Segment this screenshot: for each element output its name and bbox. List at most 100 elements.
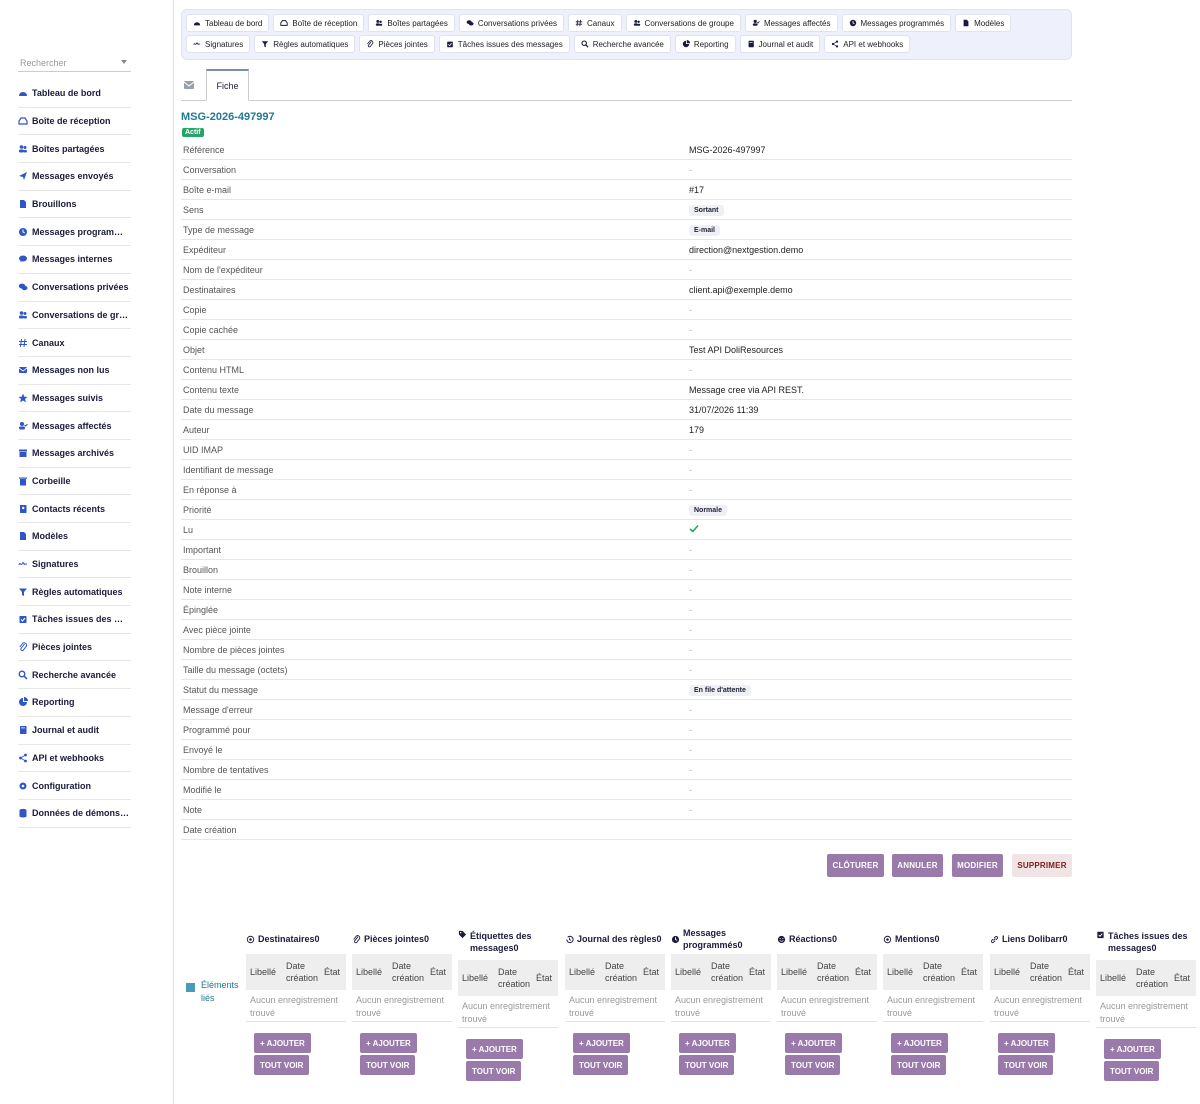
sidebar-item[interactable]: Messages non lus <box>18 357 131 385</box>
see-all-button[interactable]: TOUT VOIR <box>360 1055 416 1075</box>
linked-section-title-text: Destinataires0 <box>258 934 320 944</box>
top-nav-item-label: API et webhooks <box>843 39 904 49</box>
field-value-cell: - <box>689 365 1072 375</box>
tab-fiche[interactable]: Fiche <box>206 69 249 101</box>
field-label: Programmé pour <box>183 724 251 735</box>
sidebar-item[interactable]: Messages suivis <box>18 385 131 413</box>
add-button[interactable]: + AJOUTER <box>573 1033 630 1053</box>
sidebar-item[interactable]: Tâches issues des messages <box>18 606 131 634</box>
field-value-cell: MSG-2026-497997 <box>689 145 1072 155</box>
sidebar-item[interactable]: Règles automatiques <box>18 578 131 607</box>
see-all-button[interactable]: TOUT VOIR <box>891 1055 947 1075</box>
sidebar-item[interactable]: Recherche avancée <box>18 661 131 690</box>
add-button[interactable]: + AJOUTER <box>360 1033 417 1053</box>
field-value: - <box>689 304 692 315</box>
add-button[interactable]: + AJOUTER <box>785 1033 842 1053</box>
see-all-button[interactable]: TOUT VOIR <box>998 1055 1054 1075</box>
top-nav-item[interactable]: Reporting <box>674 35 736 53</box>
sidebar-search-input[interactable]: Rechercher <box>18 56 131 72</box>
delete-button[interactable]: SUPPRIMER <box>1012 854 1072 877</box>
tag-icon <box>458 930 467 939</box>
top-nav-item[interactable]: Tableau de bord <box>186 14 270 32</box>
linked-section: Liens Dolibarr0 Libellé Date création État A… <box>990 924 1090 1075</box>
sidebar-item[interactable]: Canaux <box>18 329 131 357</box>
sidebar-item[interactable]: Messages affectés <box>18 412 131 440</box>
field-row: Copie - <box>181 300 1072 320</box>
top-nav-item[interactable]: Recherche avancée <box>573 35 671 53</box>
add-button[interactable]: + AJOUTER <box>466 1039 523 1059</box>
sidebar-item[interactable]: Données de démonstration <box>18 800 131 828</box>
sidebar-item[interactable]: Corbeille <box>18 468 131 496</box>
sidebar-item[interactable]: Journal et audit <box>18 717 131 745</box>
top-nav-item[interactable]: API et webhooks <box>824 35 911 53</box>
calendar-check-icon <box>1096 930 1105 939</box>
see-all-button[interactable]: TOUT VOIR <box>1104 1061 1160 1081</box>
top-nav-item[interactable]: Messages programmés <box>841 14 952 32</box>
top-nav-item[interactable]: Canaux <box>567 14 622 32</box>
see-all-button[interactable]: TOUT VOIR <box>573 1055 629 1075</box>
top-nav-item[interactable]: Boîte de réception <box>273 14 365 32</box>
sidebar-item[interactable]: API et webhooks <box>18 745 131 773</box>
top-nav-item[interactable]: Pièces jointes <box>359 35 435 53</box>
sidebar-item[interactable]: Tableau de bord <box>18 80 131 108</box>
sidebar-item[interactable]: Configuration <box>18 772 131 800</box>
top-nav-item[interactable]: Messages affectés <box>744 14 838 32</box>
sidebar-item[interactable]: Conversations de groupe <box>18 302 131 330</box>
empty-message: Aucun enregistrement trouvé <box>777 990 877 1022</box>
field-row: Nombre de pièces jointes - <box>181 640 1072 660</box>
field-value-cell: - <box>689 445 1072 455</box>
chevron-down-icon[interactable] <box>121 60 127 64</box>
sidebar-item[interactable]: Messages internes <box>18 246 131 274</box>
linked-section: Tâches issues des messages0 Libellé Date c… <box>1096 930 1196 1081</box>
add-button[interactable]: + AJOUTER <box>1104 1039 1161 1059</box>
sidebar-item-label: Canaux <box>32 337 65 348</box>
add-button[interactable]: + AJOUTER <box>254 1033 311 1053</box>
sidebar-item[interactable]: Boîte de réception <box>18 108 131 136</box>
sidebar-item[interactable]: Brouillons <box>18 191 131 219</box>
top-nav-item[interactable]: Règles automatiques <box>254 35 356 53</box>
see-all-button[interactable]: TOUT VOIR <box>785 1055 841 1075</box>
sidebar-item[interactable]: Pièces jointes <box>18 634 131 662</box>
user-check-icon <box>752 19 760 27</box>
filter-icon <box>261 40 269 48</box>
sidebar-item[interactable]: Modèles <box>18 523 131 551</box>
sidebar-item[interactable]: Conversations privées <box>18 274 131 302</box>
top-nav-item[interactable]: Signatures <box>186 35 251 53</box>
linked-section-title-text: Journal des règles0 <box>577 934 662 944</box>
see-all-button[interactable]: TOUT VOIR <box>254 1055 310 1075</box>
linked-section-title-text: Mentions0 <box>895 934 940 944</box>
close-button[interactable]: CLÔTURER <box>827 854 884 877</box>
sidebar-item[interactable]: Signatures <box>18 551 131 579</box>
sidebar-item[interactable]: Messages envoyés <box>18 163 131 191</box>
envelope-icon[interactable] <box>184 81 194 89</box>
sidebar-item[interactable]: Messages programmés <box>18 218 131 247</box>
add-button[interactable]: + AJOUTER <box>998 1033 1055 1053</box>
field-value-cell: - <box>689 625 1072 635</box>
table-header: Libellé Date création État <box>671 954 771 990</box>
edit-button[interactable]: MODIFIER <box>952 854 1003 877</box>
sidebar-item[interactable]: Reporting <box>18 689 131 717</box>
sidebar-item-label: Données de démonstration <box>32 808 131 819</box>
see-all-button[interactable]: TOUT VOIR <box>466 1061 522 1081</box>
add-button[interactable]: + AJOUTER <box>679 1033 736 1053</box>
top-nav-item[interactable]: Boîtes partagées <box>368 14 455 32</box>
sidebar-item[interactable]: Messages archivés <box>18 440 131 468</box>
field-row: Auteur 179 <box>181 420 1072 440</box>
field-value-cell: - <box>689 785 1072 795</box>
sidebar-item-label: Modèles <box>32 531 69 542</box>
star-icon <box>18 393 28 403</box>
top-nav-item[interactable]: Modèles <box>955 14 1012 32</box>
top-nav-item[interactable]: Conversations de groupe <box>625 14 741 32</box>
chat-icon <box>18 254 28 264</box>
column-libelle: Libellé <box>356 967 383 977</box>
top-nav-item[interactable]: Tâches issues des messages <box>438 35 570 53</box>
field-value-cell: - <box>689 705 1072 715</box>
top-nav-item[interactable]: Journal et audit <box>739 35 821 53</box>
top-nav-item[interactable]: Conversations privées <box>458 14 564 32</box>
see-all-button[interactable]: TOUT VOIR <box>679 1055 735 1075</box>
add-button[interactable]: + AJOUTER <box>891 1033 948 1053</box>
sidebar-item[interactable]: Contacts récents <box>18 495 131 523</box>
cancel-button[interactable]: ANNULER <box>892 854 943 877</box>
field-row: Référence MSG-2026-497997 <box>181 140 1072 160</box>
sidebar-item[interactable]: Boîtes partagées <box>18 135 131 164</box>
